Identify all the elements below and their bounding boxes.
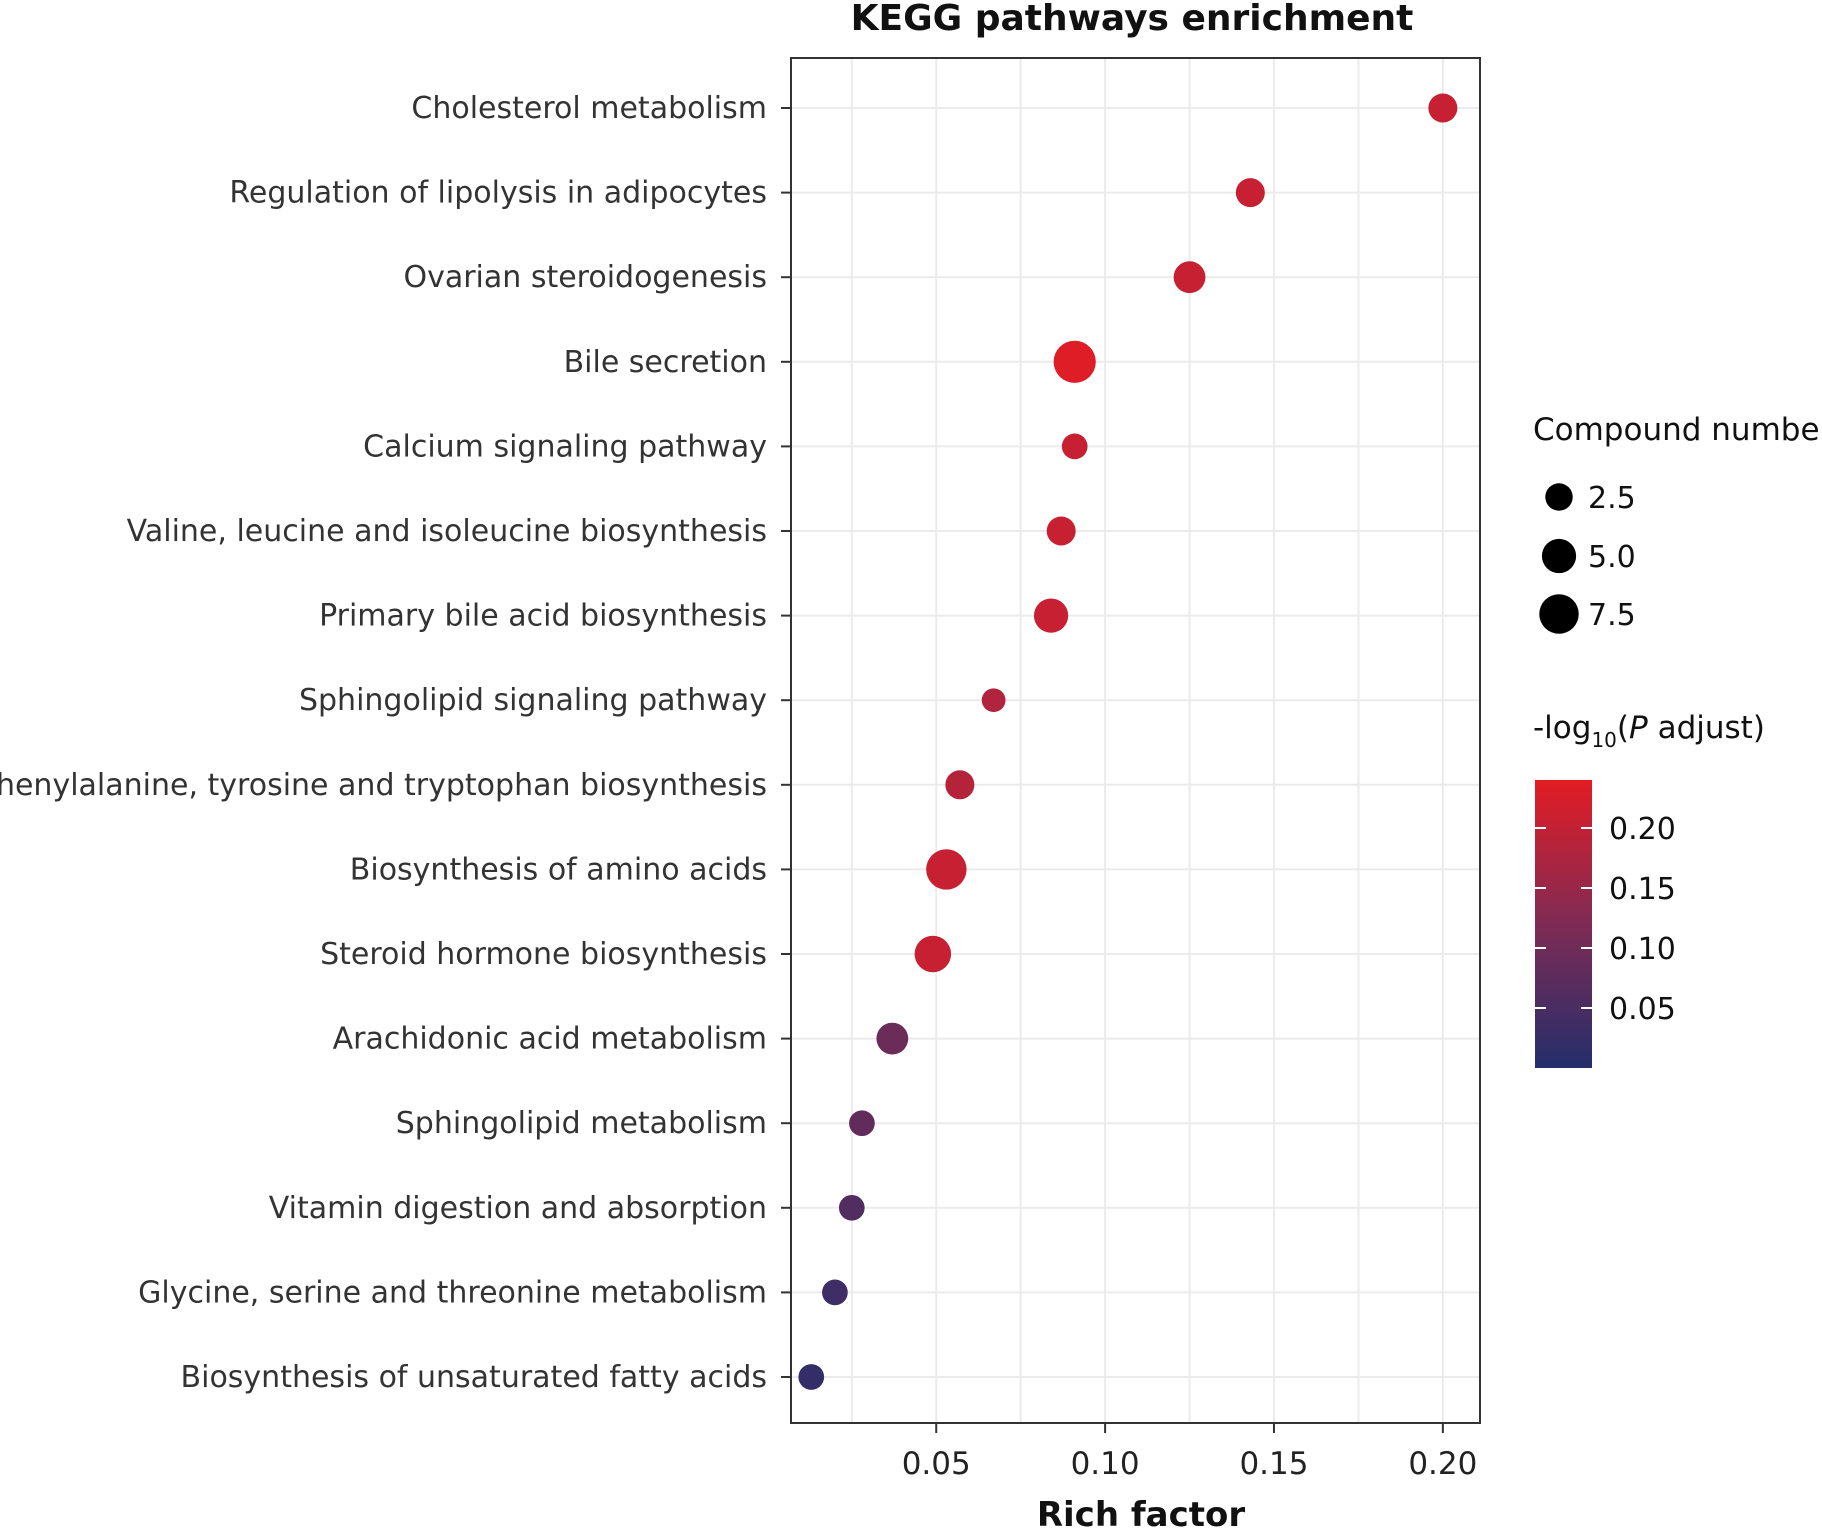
data-point xyxy=(1053,340,1096,383)
data-point xyxy=(1033,598,1069,633)
y-axis-ticks: Cholesterol metabolism Regulation of lipo… xyxy=(0,91,791,1395)
colorbar xyxy=(1535,780,1592,1068)
y-tick-label: Vitamin digestion and absorption xyxy=(269,1191,767,1226)
y-tick-label: Calcium signaling pathway xyxy=(363,429,767,464)
x-tick-label: 0.15 xyxy=(1239,1446,1308,1482)
data-point xyxy=(876,1022,909,1055)
y-tick-label: Cholesterol metabolism xyxy=(411,91,767,126)
x-axis-ticks: 0.05 0.10 0.15 0.20 xyxy=(902,1423,1477,1482)
y-tick-label: Phenylalanine, tyrosine and tryptophan b… xyxy=(0,768,767,803)
y-tick-label: Arachidonic acid metabolism xyxy=(333,1022,767,1057)
x-tick-label: 0.20 xyxy=(1408,1446,1477,1482)
x-tick-label: 0.10 xyxy=(1071,1446,1140,1482)
size-legend-key xyxy=(1539,594,1579,634)
colorbar-tick-label: 0.05 xyxy=(1609,992,1676,1027)
y-tick-label: Steroid hormone biosynthesis xyxy=(320,937,767,972)
x-axis-label: Rich factor xyxy=(1037,1495,1246,1530)
data-point xyxy=(945,770,975,800)
y-tick-label: Regulation of lipolysis in adipocytes xyxy=(229,176,767,211)
y-tick-label: Primary bile acid biosynthesis xyxy=(319,599,767,634)
y-tick-label: Sphingolipid signaling pathway xyxy=(299,683,767,718)
color-legend-title-subscript: 10 xyxy=(1591,728,1616,752)
y-tick-label: Valine, leucine and isoleucine biosynthe… xyxy=(127,514,767,549)
y-tick-label: Bile secretion xyxy=(564,345,767,380)
data-point xyxy=(981,688,1006,713)
data-point xyxy=(822,1279,848,1306)
color-legend-title: -log10(P adjust) xyxy=(1533,710,1765,752)
colorbar-tick-label: 0.15 xyxy=(1609,872,1676,907)
data-point xyxy=(1428,93,1458,123)
data-point xyxy=(1235,178,1265,208)
data-point xyxy=(1061,433,1088,460)
size-legend-key xyxy=(1545,483,1573,511)
plot-grid xyxy=(791,58,1480,1423)
data-point xyxy=(1173,261,1206,294)
y-tick-label: Biosynthesis of amino acids xyxy=(350,852,767,887)
y-tick-label: Biosynthesis of unsaturated fatty acids xyxy=(181,1360,767,1395)
color-legend-title-prefix: -log xyxy=(1533,710,1591,746)
size-legend-key xyxy=(1541,538,1577,574)
y-tick-label: Ovarian steroidogenesis xyxy=(403,260,767,295)
size-legend-label: 7.5 xyxy=(1588,598,1636,633)
data-point xyxy=(798,1364,825,1390)
color-legend-title-suffix: adjust) xyxy=(1648,710,1765,746)
size-legend-label: 2.5 xyxy=(1588,481,1636,516)
size-legend: Compound number 2.5 5.0 7.5 xyxy=(1533,412,1822,634)
size-legend-label: 5.0 xyxy=(1588,540,1636,575)
data-point xyxy=(1046,516,1076,546)
data-point xyxy=(914,935,952,973)
plot-panel-border xyxy=(790,57,1481,1424)
y-tick-label: Glycine, serine and threonine metabolism xyxy=(138,1275,767,1310)
data-point xyxy=(926,849,967,890)
colorbar-tick-label: 0.10 xyxy=(1609,932,1676,967)
color-legend-title-open: ( xyxy=(1617,710,1629,746)
data-points xyxy=(798,93,1458,1390)
size-legend-title: Compound number xyxy=(1533,412,1822,448)
color-legend: -log10(P adjust) 0.20 0.15 0.10 0.05 xyxy=(1533,710,1765,1068)
data-point xyxy=(838,1194,865,1221)
x-tick-label: 0.05 xyxy=(902,1446,971,1482)
data-point xyxy=(849,1110,875,1137)
color-legend-title-italic: P xyxy=(1629,710,1648,746)
colorbar-tick-label: 0.20 xyxy=(1609,812,1676,847)
y-tick-label: Sphingolipid metabolism xyxy=(396,1106,767,1141)
chart-title: KEGG pathways enrichment xyxy=(851,0,1414,39)
